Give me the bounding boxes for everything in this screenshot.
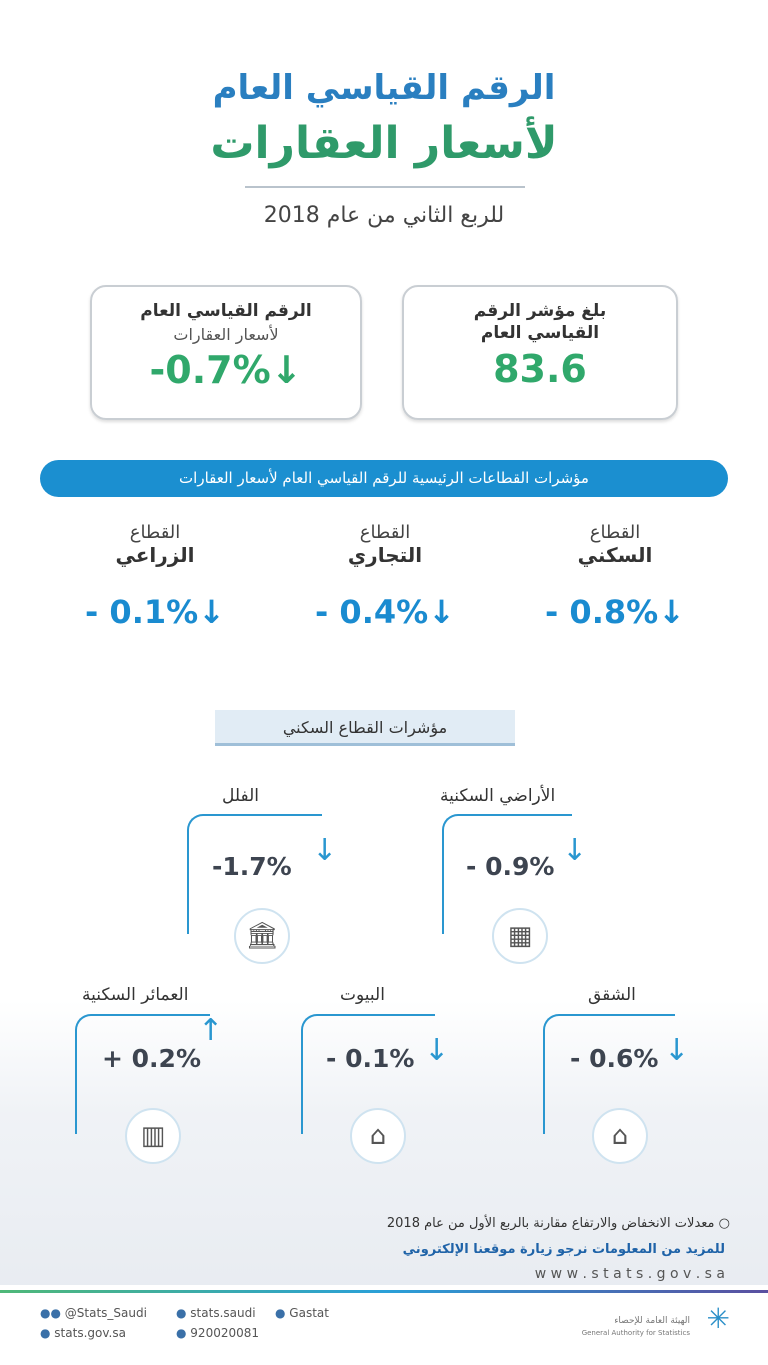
item-value: -1.7% [212, 852, 292, 881]
sector-value: - 0.8%↓ [545, 593, 685, 631]
house-icon: ⌂ [350, 1108, 406, 1164]
website-link[interactable]: w w w . s t a t s . g o v . s a [534, 1266, 725, 1282]
facebook-handle: stats.saudi [190, 1306, 256, 1320]
phone-link[interactable]: ● 920020081 [176, 1326, 259, 1340]
arrow-down-icon: ↓ [312, 833, 338, 868]
twitter-link[interactable]: ●● @Stats_Saudi [40, 1306, 147, 1320]
gastat-logo: ✳ الهيئة العامة للإحصاء General Authorit… [582, 1302, 730, 1352]
phone-number: 920020081 [190, 1326, 260, 1340]
item-value: - 0.9% [466, 852, 555, 881]
bracket-line [187, 814, 322, 934]
change-label-1: الرقم القياسي العام [140, 301, 312, 321]
item-label: العمائر السكنية [82, 985, 189, 1005]
villa-icon: 🏛 [234, 908, 290, 964]
sector-label-2: الزراعي [115, 543, 195, 567]
item-label: الشقق [588, 985, 636, 1005]
footnote-text: معدلات الانخفاض والارتفاع مقارنة بالربع … [386, 1216, 715, 1231]
org-name-en: General Authority for Statistics [581, 1329, 690, 1337]
bracket-line [442, 814, 572, 934]
sector-label-2: التجاري [347, 543, 423, 567]
title-divider [245, 186, 525, 188]
item-label: البيوت [340, 985, 385, 1005]
more-info: للمزيد من المعلومات نرجو زيارة موقعنا ال… [402, 1242, 725, 1257]
title-line2: لأسعار العقارات [210, 118, 558, 169]
sector-label-1: القطاع [359, 522, 411, 543]
land-plan-icon: ▦ [492, 908, 548, 964]
web-link[interactable]: ● stats.gov.sa [40, 1326, 126, 1340]
facebook-link[interactable]: ● stats.saudi [176, 1306, 256, 1320]
index-label-1: بلغ مؤشر الرقم [473, 301, 607, 321]
index-value: 83.6 [493, 347, 587, 391]
linkedin-link[interactable]: ● Gastat [275, 1306, 329, 1320]
linkedin-handle: Gastat [289, 1306, 329, 1320]
building-icon: ▥ [125, 1108, 181, 1164]
item-value: - 0.6% [570, 1044, 659, 1073]
sectors-banner: مؤشرات القطاعات الرئيسية للرقم القياسي ا… [40, 460, 728, 497]
arrow-up-icon: ↑ [198, 1013, 224, 1048]
circle-bullet-icon: ○ [714, 1216, 730, 1231]
sector-commercial: القطاع التجاري - 0.4%↓ [285, 522, 485, 631]
title-line1: الرقم القياسي العام [212, 68, 556, 108]
sector-label-1: القطاع [129, 522, 181, 543]
arrow-down-icon: ↓ [424, 1033, 450, 1068]
linkedin-icon: ● [275, 1306, 290, 1320]
globe-icon: ● [40, 1326, 55, 1340]
footer-divider [0, 1290, 768, 1293]
arrow-down-icon: ↓ [664, 1033, 690, 1068]
twitter-handle: @Stats_Saudi [64, 1306, 147, 1320]
sector-agricultural: القطاع الزراعي - 0.1%↓ [55, 522, 255, 631]
item-value: + 0.2% [102, 1044, 201, 1073]
change-label-2: لأسعار العقارات [173, 325, 279, 344]
sector-value: - 0.1%↓ [85, 593, 225, 631]
footnote: ○ معدلات الانخفاض والارتفاع مقارنة بالرب… [320, 1216, 730, 1231]
change-value: -0.7%↓ [149, 348, 303, 392]
org-name-ar: الهيئة العامة للإحصاء [614, 1316, 690, 1326]
phone-icon: ● [176, 1326, 191, 1340]
arrow-down-icon: ↓ [562, 833, 588, 868]
web-address: stats.gov.sa [54, 1326, 126, 1340]
twitter-icon: ●● [40, 1306, 65, 1320]
logo-mark-icon: ✳ [706, 1302, 730, 1335]
facebook-icon: ● [176, 1306, 191, 1320]
item-label: الأراضي السكنية [440, 786, 556, 806]
item-label: الفلل [222, 786, 260, 806]
sector-residential: القطاع السكني - 0.8%↓ [515, 522, 715, 631]
sector-label-1: القطاع [589, 522, 641, 543]
bracket-line [75, 1014, 210, 1134]
subtitle: للربع الثاني من عام 2018 [263, 203, 505, 228]
sector-value: - 0.4%↓ [315, 593, 455, 631]
bracket-line [543, 1014, 675, 1134]
residential-header: مؤشرات القطاع السكني [215, 710, 515, 746]
apartment-icon: ⌂ [592, 1108, 648, 1164]
index-value-box: بلغ مؤشر الرقم القياسي العام 83.6 [402, 285, 678, 420]
item-value: - 0.1% [326, 1044, 415, 1073]
bracket-line [301, 1014, 435, 1134]
index-change-box: الرقم القياسي العام لأسعار العقارات -0.7… [90, 285, 362, 420]
index-label-2: القياسي العام [480, 323, 600, 343]
sector-label-2: السكني [577, 543, 653, 567]
